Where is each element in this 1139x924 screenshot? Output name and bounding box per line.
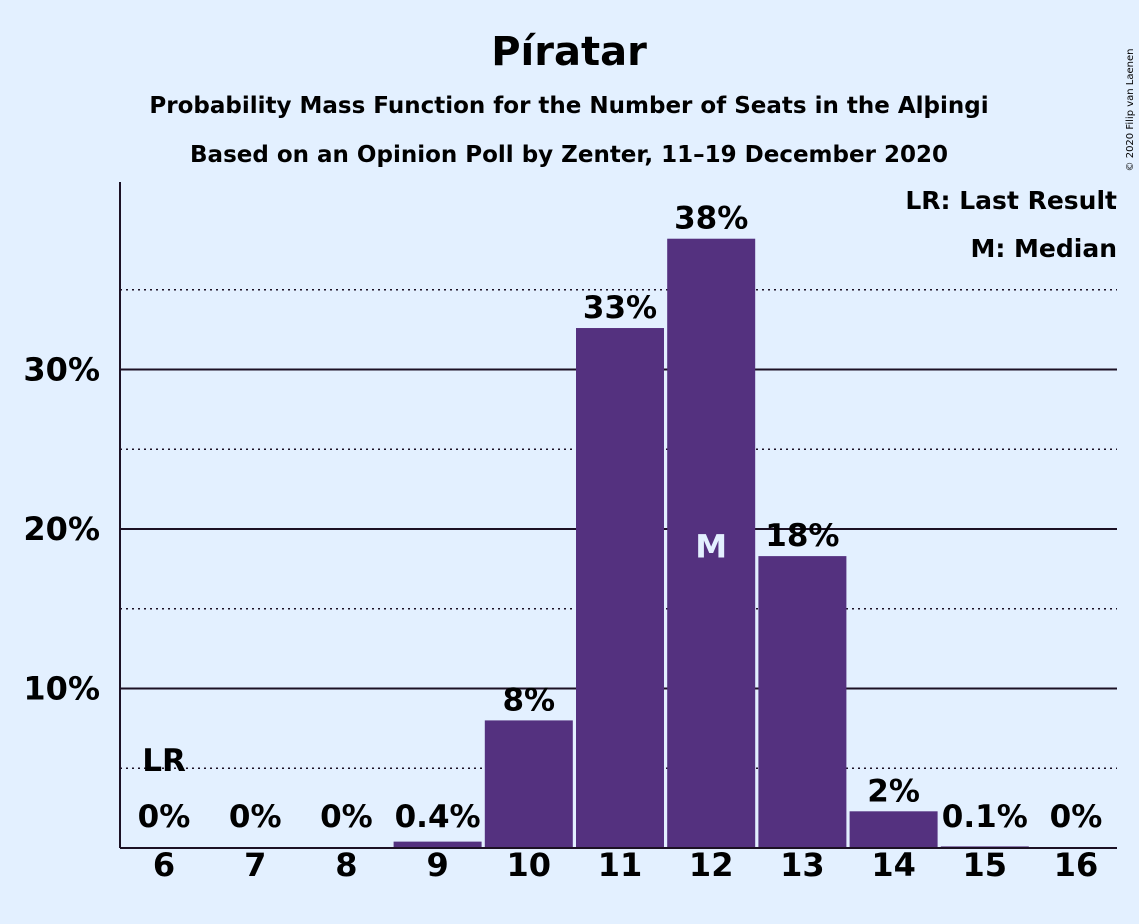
last-result-marker: LR <box>142 743 186 779</box>
data-label: 2% <box>867 773 920 809</box>
data-label: 0.1% <box>942 799 1028 835</box>
labels: 10% 20% 30% 6 7 8 9 10 11 12 13 14 15 16 0% 0% 0% 0.4% 8% 3… <box>23 201 1102 884</box>
x-tick-label: 11 <box>598 846 643 884</box>
x-tick-label: 12 <box>689 846 734 884</box>
bar-10 <box>484 720 573 848</box>
x-tick-label: 6 <box>153 846 175 884</box>
x-tick-label: 13 <box>780 846 825 884</box>
data-label: 38% <box>674 201 748 237</box>
chart-subtitle-1: Probability Mass Function for the Number… <box>149 93 988 119</box>
legend-last-result: LR: Last Result <box>905 186 1117 215</box>
x-tick-label: 8 <box>335 846 357 884</box>
copyright: © 2020 Filip van Laenen <box>1125 49 1136 172</box>
y-tick-label: 20% <box>23 510 100 548</box>
x-tick-label: 16 <box>1054 846 1099 884</box>
bar-14 <box>849 811 938 848</box>
data-label: 0% <box>138 799 191 835</box>
chart-title: Píratar <box>491 29 647 75</box>
bar-9 <box>393 841 482 848</box>
y-tick-label: 30% <box>23 351 100 389</box>
bar-13 <box>758 556 847 848</box>
data-label: 0% <box>320 799 373 835</box>
data-label: 18% <box>765 518 839 554</box>
chart-subtitle-2: Based on an Opinion Poll by Zenter, 11–1… <box>190 142 948 168</box>
x-tick-label: 14 <box>871 846 916 884</box>
data-label: 8% <box>502 682 555 718</box>
y-tick-label: 10% <box>23 670 100 708</box>
data-label: 0.4% <box>395 799 481 835</box>
data-label: 33% <box>583 290 657 326</box>
data-label: 0% <box>229 799 282 835</box>
x-tick-label: 15 <box>963 846 1008 884</box>
axes <box>119 182 1117 849</box>
x-tick-label: 9 <box>426 846 448 884</box>
x-tick-label: 7 <box>244 846 266 884</box>
legend-median: M: Median <box>970 234 1117 263</box>
x-tick-label: 10 <box>507 846 552 884</box>
median-marker: M <box>695 528 727 566</box>
bars <box>393 238 1029 848</box>
data-label: 0% <box>1050 799 1103 835</box>
bar-12 <box>667 238 756 848</box>
bar-11 <box>576 328 664 848</box>
